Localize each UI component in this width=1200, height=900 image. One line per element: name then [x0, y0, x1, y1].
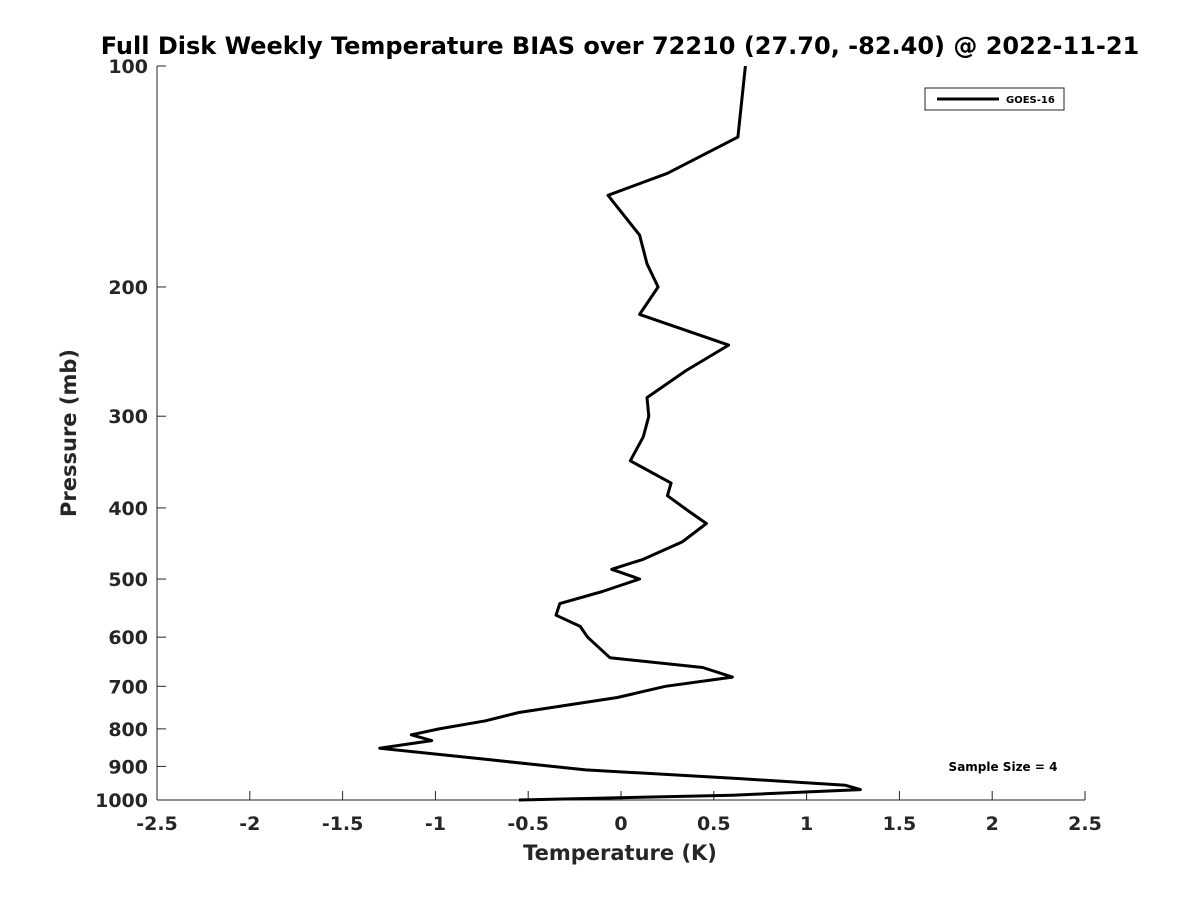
sample-size-annotation: Sample Size = 4	[949, 760, 1058, 774]
x-tick-label: -0.5	[507, 813, 549, 835]
x-tick-label: 0.5	[697, 813, 731, 835]
y-tick-label: 300	[108, 406, 148, 428]
x-tick-label: 2	[986, 813, 999, 835]
x-tick-label: 2.5	[1068, 813, 1102, 835]
x-tick-label: -1	[425, 813, 446, 835]
x-tick-label: 1.5	[883, 813, 917, 835]
y-tick-label: 900	[108, 756, 148, 778]
chart-title: Full Disk Weekly Temperature BIAS over 7…	[101, 32, 1140, 60]
y-tick-label: 400	[108, 498, 148, 520]
y-tick-label: 800	[108, 719, 148, 741]
axes	[156, 66, 1085, 801]
x-ticks: -2.5 -2 -1.5 -1 -0.5 0 0.5 1 1.5 2 2.5	[136, 791, 1102, 835]
y-tick-label: 200	[108, 277, 148, 299]
x-tick-label: 1	[800, 813, 813, 835]
y-tick-label: 500	[108, 569, 148, 591]
y-tick-label: 700	[108, 676, 148, 698]
y-tick-label: 100	[108, 56, 148, 78]
x-tick-label: -2	[239, 813, 260, 835]
x-tick-label: -2.5	[136, 813, 178, 835]
y-axis-label: Pressure (mb)	[57, 349, 81, 517]
y-ticks: 100 200 300 400 500 600 700 800 900 1000	[95, 56, 166, 812]
x-tick-label: -1.5	[322, 813, 364, 835]
y-tick-label: 600	[108, 627, 148, 649]
series-group	[378, 65, 862, 802]
legend-entry-label: GOES-16	[1006, 95, 1055, 106]
x-axis-label: Temperature (K)	[523, 841, 717, 865]
series-line-goes-16	[378, 65, 862, 802]
x-tick-label: 0	[614, 813, 627, 835]
y-tick-label: 1000	[95, 790, 148, 812]
legend: GOES-16	[924, 87, 1065, 111]
